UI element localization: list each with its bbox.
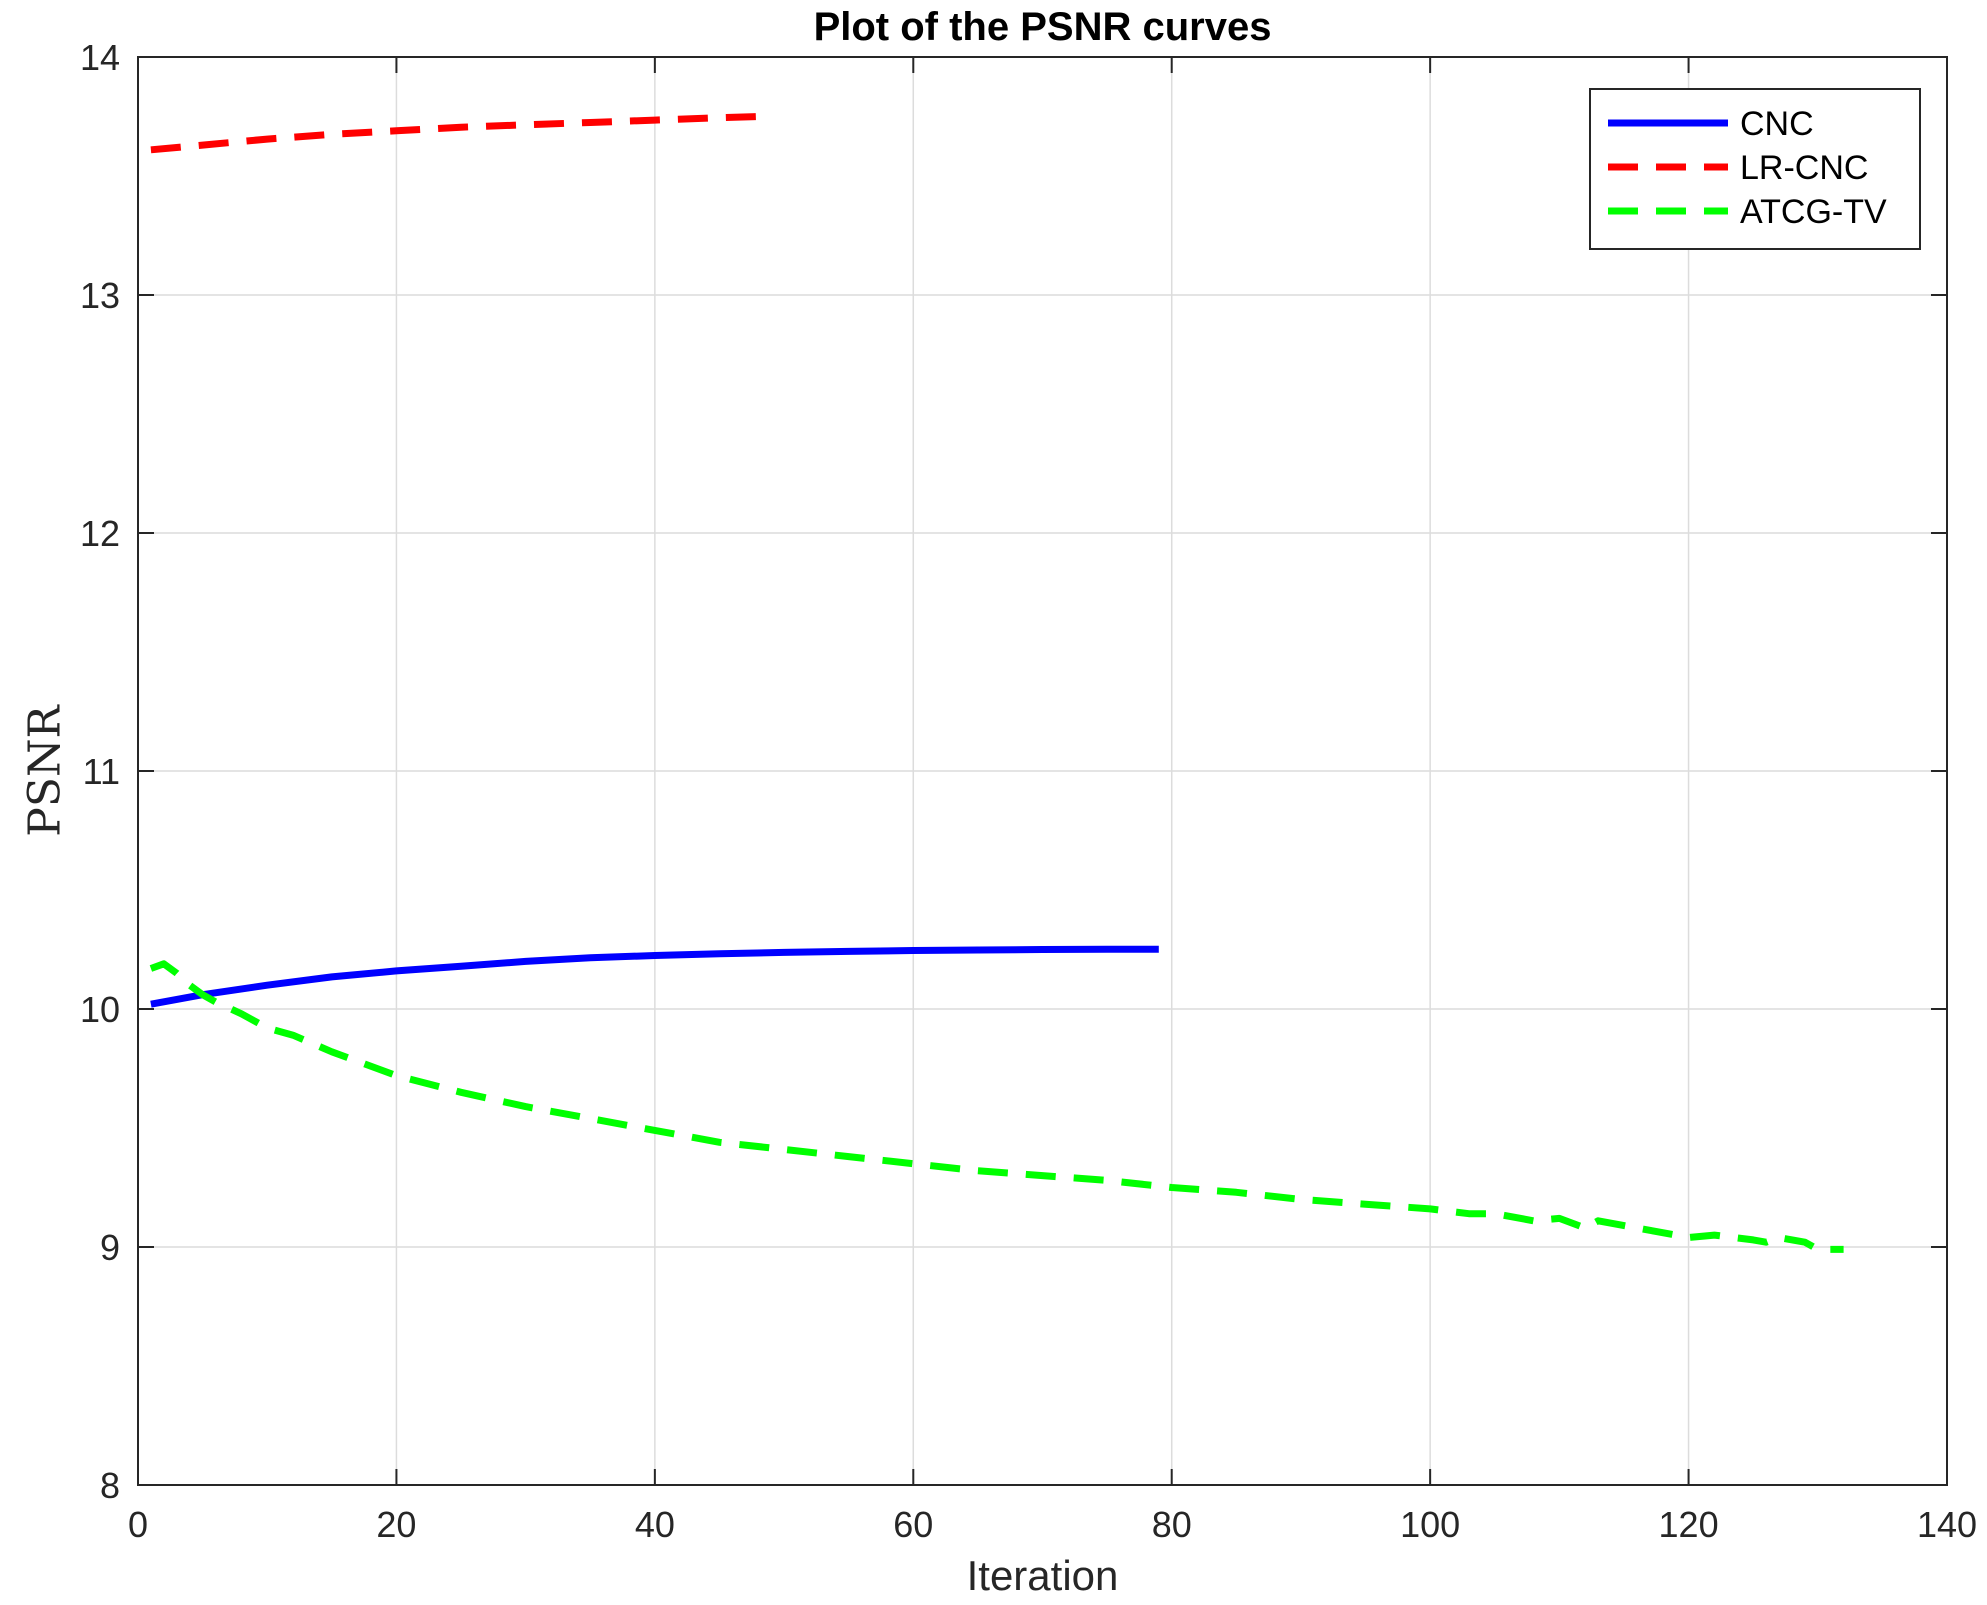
legend: CNC LR-CNC ATCG-TV xyxy=(1589,88,1921,250)
x-tick-label: 60 xyxy=(893,1504,933,1545)
x-tick-label: 140 xyxy=(1917,1504,1977,1545)
x-tick-label: 100 xyxy=(1400,1504,1460,1545)
series-line-cnc xyxy=(150,945,1159,1008)
x-tick-label: 80 xyxy=(1152,1504,1192,1545)
y-tick-label: 11 xyxy=(83,751,120,792)
x-tick-label: 20 xyxy=(376,1504,416,1545)
y-tick-label: 8 xyxy=(100,1465,120,1506)
y-tick-label: 10 xyxy=(80,989,120,1030)
grid-lines xyxy=(138,57,1947,1485)
legend-label-cnc: CNC xyxy=(1740,105,1814,143)
y-tick-label: 9 xyxy=(100,1227,120,1268)
legend-label-lr-cnc: LR-CNC xyxy=(1740,149,1868,187)
tick-marks xyxy=(137,56,1948,1486)
legend-box xyxy=(1589,88,1921,250)
x-tick-label: 120 xyxy=(1659,1504,1719,1545)
y-tick-label: 12 xyxy=(80,513,120,554)
x-tick-label: 40 xyxy=(635,1504,675,1545)
legend-label-atcg-tv: ATCG-TV xyxy=(1740,193,1887,231)
y-tick-label: 13 xyxy=(80,275,120,316)
series-line-lr-cnc xyxy=(150,113,759,154)
x-tick-label: 0 xyxy=(128,1504,148,1545)
y-tick-label: 14 xyxy=(80,37,120,78)
y-axis-label: PSNR xyxy=(19,703,70,836)
series-layer xyxy=(149,113,1844,1253)
tick-labels: 0 20 40 60 80 100 120 140 8 9 10 11 12 13 14 xyxy=(80,37,1977,1545)
x-axis-label: Iteration xyxy=(967,1552,1119,1599)
chart-title: Plot of the PSNR curves xyxy=(814,5,1272,49)
